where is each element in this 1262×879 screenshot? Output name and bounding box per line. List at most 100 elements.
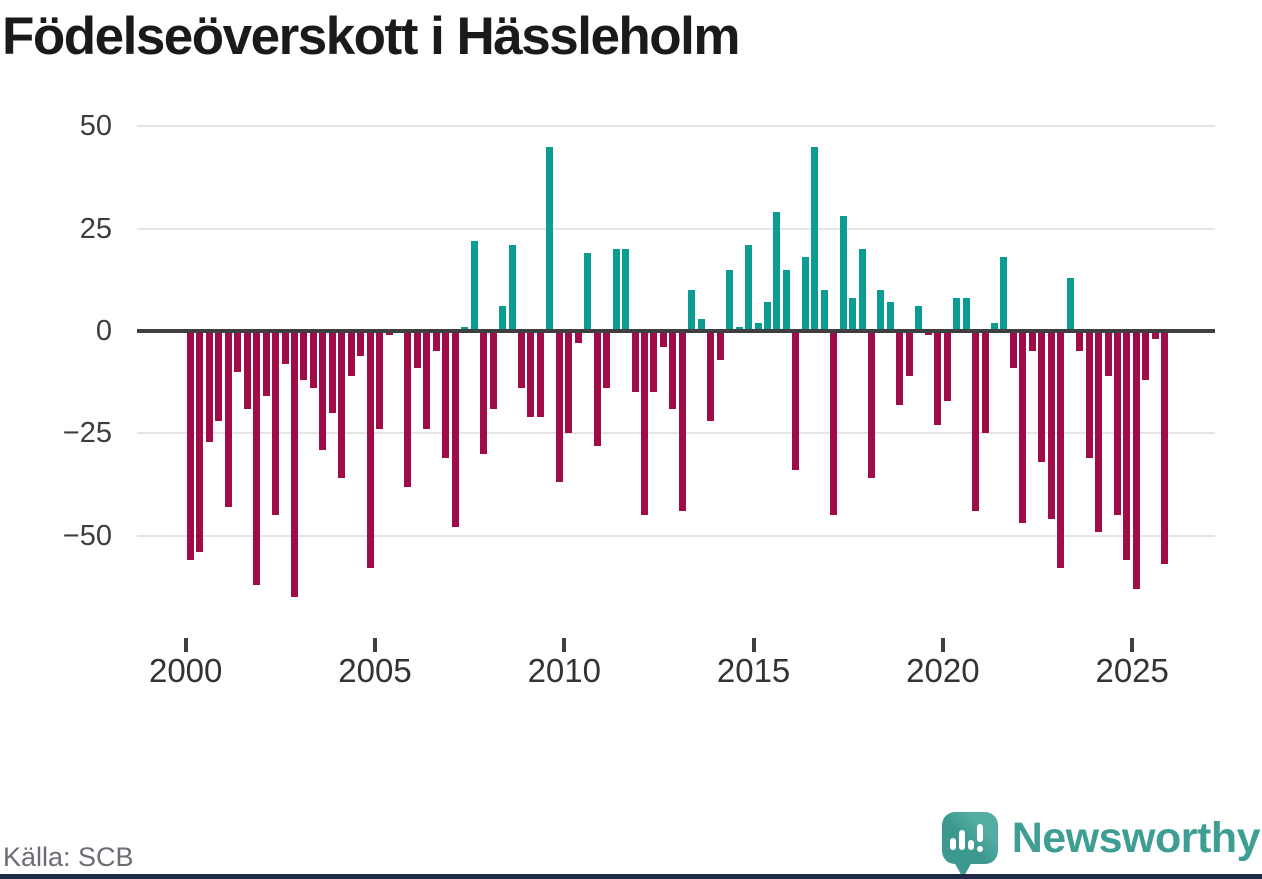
bar-2011-Q3 [622,249,630,331]
chart-title: Födelseöverskott i Hässleholm [2,7,741,66]
bar-2008-Q2 [499,306,507,331]
bar-2011-Q2 [612,249,620,331]
bar-2024-Q3 [1113,331,1121,516]
source-text: Källa: SCB [3,842,134,872]
bar-2017-Q4 [858,249,866,331]
bar-2002-Q3 [281,331,289,364]
bar-2020-Q2 [953,298,961,331]
logo-bar-icon [967,840,974,850]
bar-2011-Q4 [631,331,639,393]
bar-2016-Q4 [820,290,828,331]
bar-2015-Q4 [782,269,790,331]
bar-2022-Q4 [1047,331,1055,520]
x-axis-tick-mark [183,638,188,652]
bar-2009-Q3 [546,146,554,331]
x-axis-tick-label: 2025 [1095,652,1169,689]
bar-chart-speech-bubble-icon [941,812,998,878]
bar-2001-Q2 [234,331,242,372]
zero-axis-line [137,329,1215,333]
bar-2004-Q1 [338,331,346,479]
newsworthy-wordmark: Newsworthy [1011,813,1261,862]
bar-2014-Q1 [716,331,724,360]
bar-2017-Q3 [849,298,857,331]
bar-2020-Q1 [943,331,951,401]
bar-2025-Q3 [1151,331,1159,340]
x-axis-tick-mark [562,638,567,652]
bar-2022-Q3 [1038,331,1046,462]
x-axis-tick-mark [373,638,377,652]
bar-2020-Q4 [972,331,980,512]
y-gridline [137,227,1215,230]
bar-2022-Q1 [1019,331,1027,524]
bar-2006-Q2 [423,331,431,430]
bar-2010-Q3 [584,253,592,331]
bar-2008-Q1 [489,331,497,409]
bar-2021-Q1 [981,331,989,434]
bar-2013-Q2 [688,290,696,331]
bar-2001-Q3 [243,331,251,409]
bar-2006-Q1 [413,331,421,368]
bar-2024-Q1 [1095,331,1103,532]
x-axis-tick-label: 2000 [148,652,223,689]
bar-2018-Q1 [868,331,876,479]
logo-bar-icon [958,830,965,850]
bar-2003-Q1 [300,331,308,381]
bar-2005-Q1 [376,331,384,430]
bar-2023-Q1 [1057,331,1065,569]
bar-2014-Q2 [726,269,734,331]
bar-2004-Q4 [366,331,374,569]
bar-2010-Q4 [593,331,601,446]
bar-2003-Q4 [328,331,336,413]
bar-2018-Q2 [877,290,885,331]
bar-2000-Q1 [186,331,194,561]
bar-2013-Q4 [707,331,715,422]
bar-2017-Q1 [830,331,838,516]
y-gridline [137,534,1215,537]
bar-2016-Q1 [792,331,800,471]
bar-2004-Q2 [347,331,355,377]
bar-2013-Q3 [697,318,705,331]
bar-2019-Q3 [924,331,932,336]
bar-2018-Q3 [886,302,894,331]
logo-exclamation-icon [976,824,983,842]
bar-2016-Q3 [811,146,819,331]
bar-2025-Q1 [1132,331,1140,589]
bar-2002-Q1 [262,331,270,397]
y-axis-tick-label: 25 [79,212,112,245]
bar-2012-Q2 [650,331,658,393]
bar-2024-Q2 [1104,331,1112,377]
bar-2023-Q2 [1066,277,1074,331]
bar-2002-Q4 [290,331,298,598]
bar-2025-Q4 [1161,331,1169,565]
bar-2002-Q2 [272,331,280,516]
bar-2001-Q4 [253,331,261,585]
bar-2006-Q3 [432,331,440,352]
logo-exclamation-dot-icon [976,846,983,852]
footer-stripe [0,874,1262,879]
x-axis-tick-mark [1130,638,1135,652]
y-axis-tick-label: 50 [79,110,112,143]
bar-2012-Q1 [640,331,648,516]
bar-2021-Q3 [1000,257,1008,331]
bar-2005-Q2 [385,331,393,336]
bar-2000-Q4 [215,331,223,422]
bar-2018-Q4 [896,331,904,405]
bar-2019-Q2 [915,306,923,331]
bar-2025-Q2 [1142,331,1150,381]
bar-2007-Q3 [470,240,478,331]
bar-2019-Q1 [905,331,913,377]
y-axis-tick-label: −25 [62,417,112,450]
bar-2014-Q4 [745,245,753,331]
bar-2007-Q4 [480,331,488,454]
bar-2024-Q4 [1123,331,1131,561]
bar-2003-Q2 [309,331,317,389]
bar-2015-Q1 [754,322,762,331]
bar-2023-Q3 [1076,331,1084,352]
bar-2003-Q3 [319,331,327,450]
x-axis-tick-mark [940,638,945,652]
bar-2016-Q2 [801,257,809,331]
bar-2020-Q3 [962,298,970,331]
y-axis-tick-label: −50 [62,519,112,552]
